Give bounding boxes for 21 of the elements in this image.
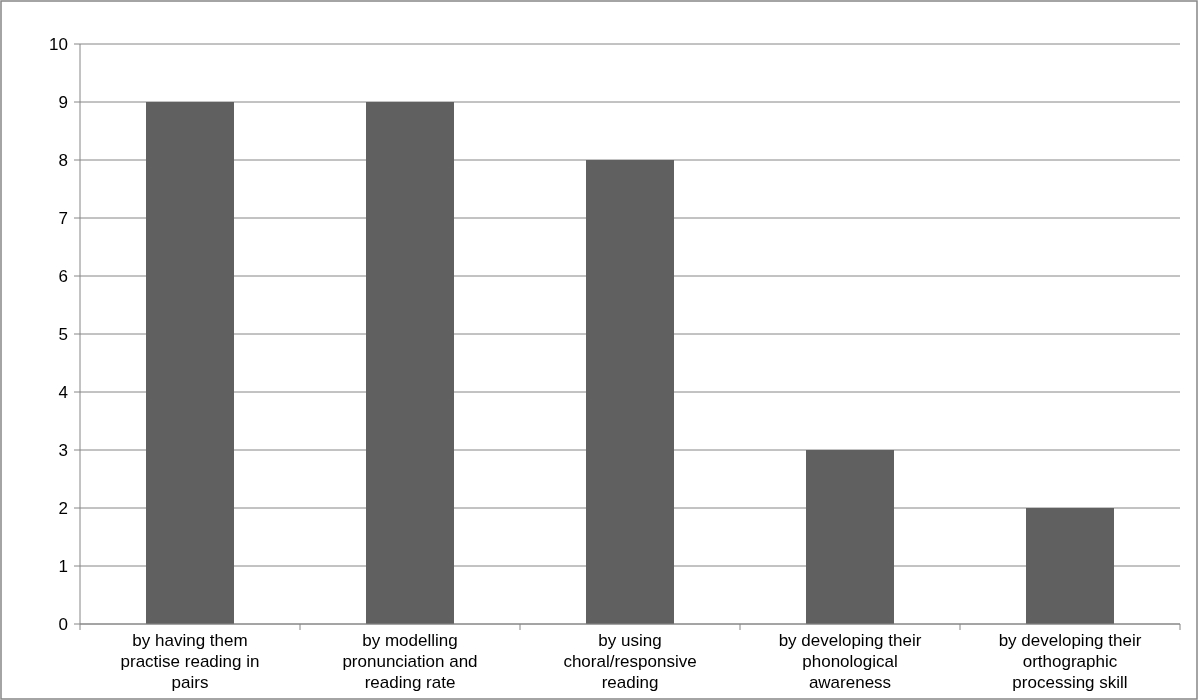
y-tick-label: 7 bbox=[58, 208, 68, 228]
y-tick-label: 2 bbox=[58, 498, 68, 518]
y-tick-label: 9 bbox=[58, 92, 68, 112]
bar bbox=[146, 102, 234, 624]
y-tick-label: 4 bbox=[58, 382, 68, 402]
y-tick-label: 1 bbox=[58, 556, 68, 576]
x-tick-label: by using choral/responsive reading bbox=[563, 631, 697, 692]
x-tick-label: by developing their orthographic processing skill bbox=[998, 631, 1142, 692]
x-tick-label: by developing their phonological awareness bbox=[778, 631, 922, 692]
x-tick-label: by having them practise reading in pairs bbox=[120, 631, 260, 692]
y-tick-label: 0 bbox=[58, 614, 68, 634]
bar bbox=[366, 102, 454, 624]
y-tick-label: 8 bbox=[58, 150, 68, 170]
x-tick-label: by modelling pronunciation and reading rate bbox=[342, 631, 478, 692]
y-tick-label: 10 bbox=[49, 34, 68, 54]
bar bbox=[1026, 508, 1114, 624]
y-tick-label: 6 bbox=[58, 266, 68, 286]
y-tick-label: 5 bbox=[58, 324, 68, 344]
y-tick-label: 3 bbox=[58, 440, 68, 460]
bar bbox=[586, 160, 674, 624]
bar bbox=[806, 450, 894, 624]
